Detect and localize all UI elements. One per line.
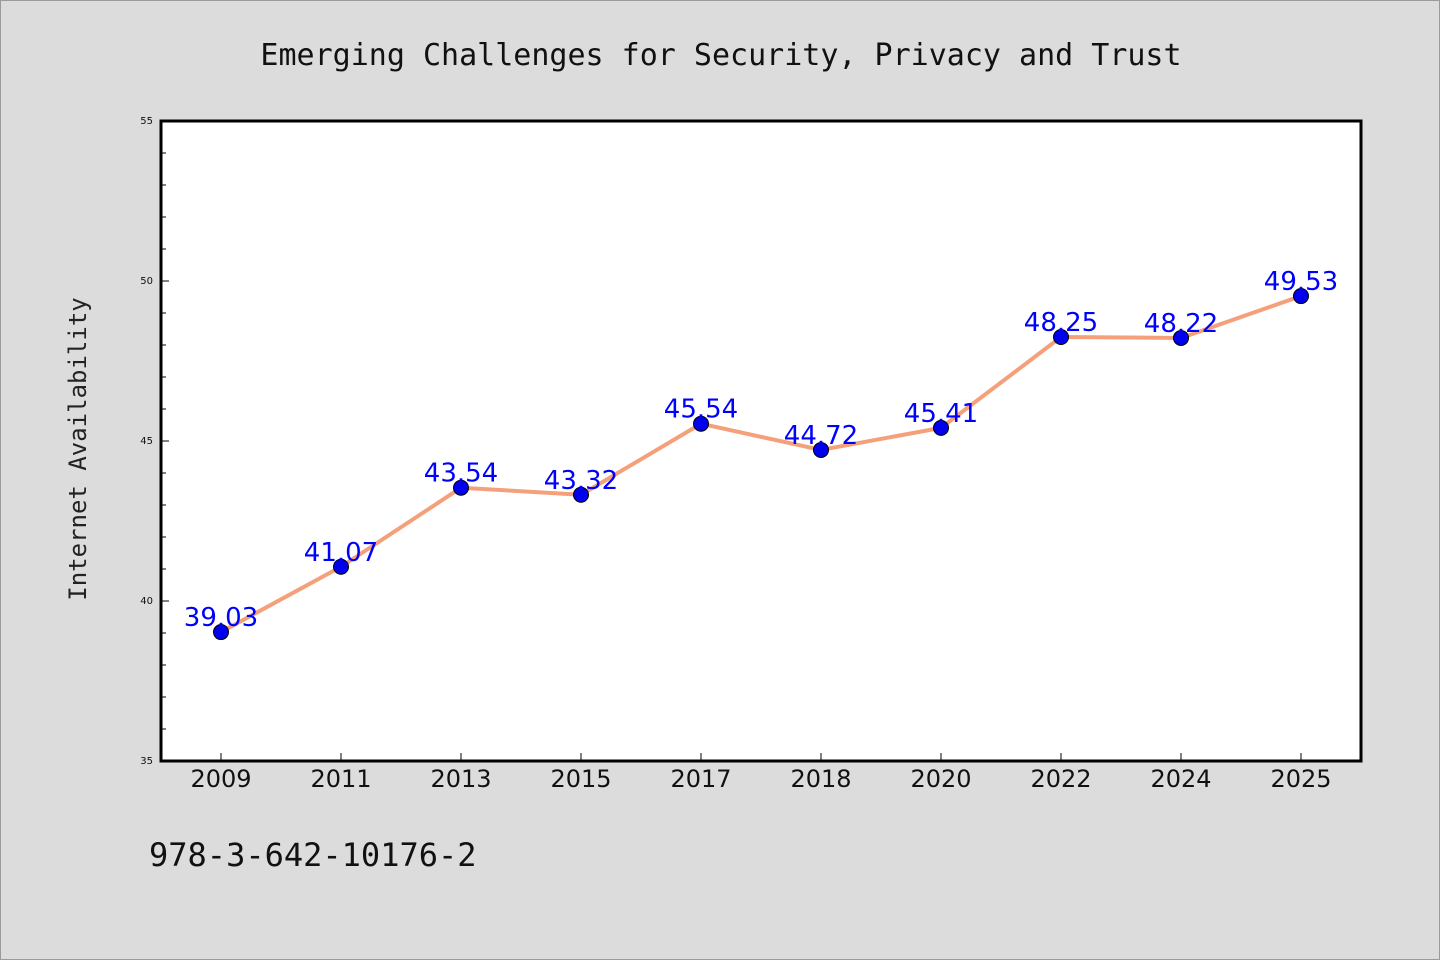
- footnote-isbn: 978-3-642-10176-2: [149, 836, 477, 874]
- y-tick-label: 40: [140, 596, 153, 607]
- plot-area: [161, 121, 1361, 761]
- y-tick-label: 45: [140, 436, 153, 447]
- x-tick-label: 2011: [310, 765, 371, 793]
- data-label: 43.32: [544, 466, 618, 496]
- x-tick-label: 2015: [550, 765, 611, 793]
- x-tick-label: 2009: [190, 765, 251, 793]
- x-tick-label: 2018: [790, 765, 851, 793]
- data-point: [1053, 329, 1069, 345]
- data-label: 49.53: [1264, 267, 1338, 297]
- chart-title: Emerging Challenges for Security, Privac…: [260, 38, 1181, 73]
- data-point: [1173, 329, 1189, 346]
- y-tick-label: 55: [140, 116, 153, 127]
- data-point: [693, 415, 709, 432]
- data-point: [933, 419, 949, 436]
- series-line: [219, 294, 1303, 635]
- data-label: 48.22: [1144, 309, 1218, 339]
- x-tick-label: 2022: [1030, 765, 1091, 793]
- data-label: 45.54: [664, 395, 738, 425]
- x-tick-label: 2020: [910, 765, 971, 793]
- plot-frame: [159, 119, 1363, 763]
- x-tick-label: 2025: [1270, 765, 1331, 793]
- data-label: 44.72: [784, 421, 858, 451]
- data-labels: 39.03 41.07 43.54 43.32 45.54 44.72 45.41 48.25…: [184, 267, 1338, 633]
- y-tick-label: 50: [140, 276, 153, 287]
- y-axis-label: Internet Availability: [64, 297, 92, 600]
- data-label: 39.03: [184, 603, 258, 633]
- x-tick-label: 2024: [1150, 765, 1211, 793]
- data-label: 43.54: [424, 459, 498, 489]
- data-point: [813, 441, 829, 458]
- y-tick-label: 35: [140, 756, 153, 767]
- data-point: [573, 486, 589, 503]
- x-tick-label: 2017: [670, 765, 731, 793]
- data-point: [1293, 288, 1309, 305]
- axis-ticks: 35 40 45 50 55 2009 2011 2013 2015 2017 2018 2020 20…: [140, 116, 1331, 793]
- data-label: 48.25: [1024, 308, 1098, 338]
- data-point: [453, 479, 469, 496]
- x-tick-label: 2013: [430, 765, 491, 793]
- series-layer: [213, 288, 1309, 641]
- data-label: 45.41: [904, 399, 978, 429]
- data-point: [213, 624, 229, 641]
- data-point: [333, 558, 349, 575]
- data-label: 41.07: [304, 538, 378, 568]
